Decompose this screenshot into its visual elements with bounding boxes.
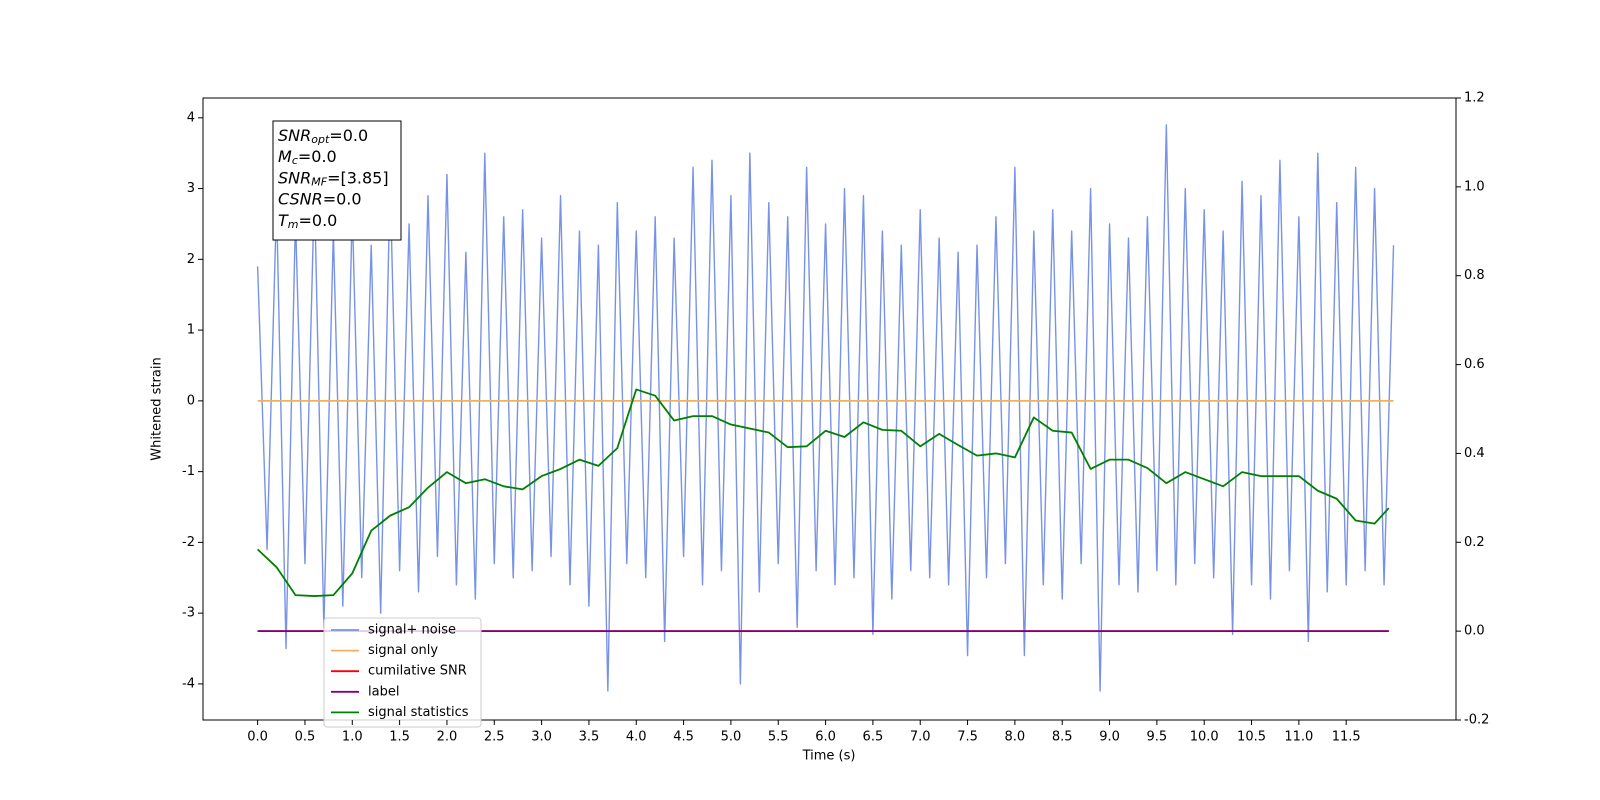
annotation-subscript: MF — [311, 175, 327, 188]
annotation-line: SNRMF=[3.85] — [278, 168, 389, 189]
x-tick-label: 9.5 — [1147, 730, 1168, 745]
x-tick-label: 5.5 — [768, 730, 789, 745]
annotation-subscript: opt — [311, 133, 330, 146]
series-line — [257, 388, 1390, 597]
x-tick-label: 10.0 — [1190, 730, 1219, 745]
y-tick-label: -4 — [182, 676, 195, 691]
legend-box — [323, 617, 482, 728]
axes-frame — [202, 97, 1457, 721]
legend-label: signal only — [368, 643, 438, 658]
y-tick-label: -1 — [182, 464, 195, 479]
series-line — [256, 124, 1395, 692]
legend-label: signal statistics — [368, 705, 469, 720]
y2-tick-label: 1.2 — [1464, 91, 1485, 106]
annotation-value: =0.0 — [299, 210, 338, 229]
y2-tick-label: -0.2 — [1464, 713, 1489, 728]
annotation: SNRopt=0.0Mc=0.0SNRMF=[3.85]CSNR=0.0Tm=0… — [272, 120, 402, 241]
x-tick-label: 4.5 — [673, 730, 694, 745]
annotation-symbol: SNR — [278, 168, 311, 187]
annotation-line: CSNR=0.0 — [278, 189, 362, 208]
annotation-symbol: CSNR — [278, 189, 323, 208]
x-tick-label: 8.5 — [1052, 730, 1073, 745]
annotation-box — [272, 120, 402, 241]
y2-tick-label: 0.4 — [1464, 446, 1485, 461]
legend: signal+ noise signal only cumilative SNR la… — [323, 617, 482, 728]
x-tick-label: 2.0 — [437, 730, 458, 745]
x-tick-label: 7.5 — [957, 730, 978, 745]
x-tick-label: 3.0 — [531, 730, 552, 745]
x-tick-label: 9.0 — [1099, 730, 1120, 745]
x-tick-label: 0.5 — [295, 730, 316, 745]
x-tick-label: 11.5 — [1332, 730, 1361, 745]
annotation-line: Mc=0.0 — [278, 147, 337, 168]
annotation-line: Tm=0.0 — [278, 210, 337, 231]
y2-tick-label: 1.0 — [1464, 179, 1485, 194]
annotation-subscript: m — [288, 218, 299, 231]
x-tick-label: 7.0 — [910, 730, 931, 745]
y2-tick-label: 0.8 — [1464, 268, 1485, 283]
legend-label: cumilative SNR — [368, 664, 467, 679]
x-tick-label: 3.5 — [579, 730, 600, 745]
y-tick-label: -3 — [182, 606, 195, 621]
annotation-line: SNRopt=0.0 — [278, 126, 368, 147]
legend-label: label — [368, 684, 399, 699]
y-tick-label: 3 — [187, 181, 195, 196]
x-tick-label: 8.0 — [1005, 730, 1026, 745]
annotation-value: =0.0 — [298, 147, 337, 166]
annotation-symbol: T — [278, 210, 289, 229]
legend-label: signal+ noise — [368, 623, 456, 638]
x-axis-label: Time (s) — [802, 749, 856, 764]
x-tick-label: 1.5 — [389, 730, 410, 745]
y-axis-label: Whitened strain — [150, 357, 165, 460]
annotation-value: =[3.85] — [327, 168, 389, 187]
annotation-symbol: SNR — [278, 126, 311, 145]
y2-tick-label: 0.0 — [1464, 624, 1485, 639]
annotation-subscript: c — [292, 154, 298, 167]
y-tick-label: 0 — [187, 393, 195, 408]
annotation-value: =0.0 — [329, 126, 368, 145]
y2-tick-label: 0.6 — [1464, 357, 1485, 372]
annotation-value: =0.0 — [323, 189, 362, 208]
x-tick-label: 2.5 — [484, 730, 505, 745]
y-tick-label: 4 — [187, 110, 195, 125]
x-tick-label: 0.0 — [247, 730, 268, 745]
x-tick-label: 10.5 — [1237, 730, 1266, 745]
annotation-symbol: M — [278, 147, 292, 166]
x-tick-label: 6.5 — [863, 730, 884, 745]
y-tick-label: 2 — [187, 252, 195, 267]
y-tick-label: 1 — [187, 323, 195, 338]
x-tick-label: 5.0 — [721, 730, 742, 745]
x-tick-label: 4.0 — [626, 730, 647, 745]
y-tick-label: -2 — [182, 535, 195, 550]
x-tick-label: 6.0 — [815, 730, 836, 745]
y2-tick-label: 0.2 — [1464, 535, 1485, 550]
x-tick-label: 1.0 — [342, 730, 363, 745]
x-tick-label: 11.0 — [1284, 730, 1313, 745]
